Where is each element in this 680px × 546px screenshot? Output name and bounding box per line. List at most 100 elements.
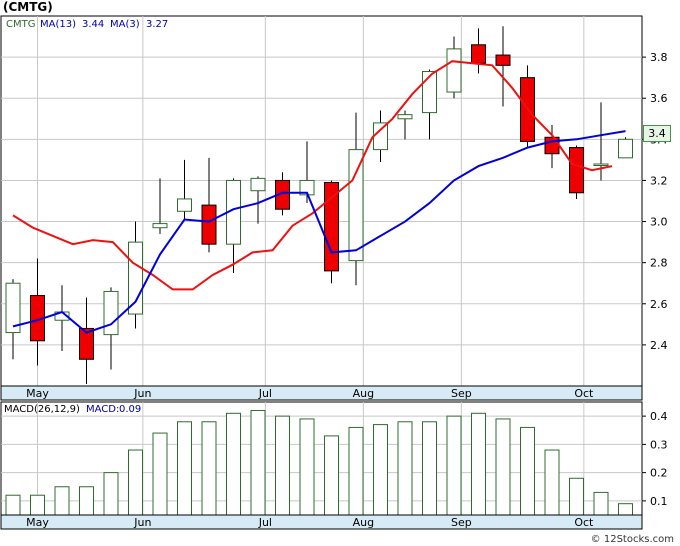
macd-bar <box>226 412 241 516</box>
price-x-label: Aug <box>353 387 374 400</box>
legend-ticker: CMTG <box>6 19 35 30</box>
ma13-line <box>12 130 626 334</box>
candle-body-up <box>5 282 21 334</box>
candle <box>226 178 241 273</box>
macd-x-label: Jul <box>258 516 272 529</box>
macd-bar <box>54 486 70 516</box>
candle <box>79 297 94 384</box>
macd-x-label: Jun <box>133 516 151 529</box>
candle-body-down <box>201 204 217 245</box>
price-tick-label: 3.2 <box>650 174 668 187</box>
candle <box>177 159 192 220</box>
candle-body-up <box>446 48 462 93</box>
candle <box>5 279 21 360</box>
candle-body-up <box>397 114 413 120</box>
candle <box>201 157 217 253</box>
chart-title: (CMTG) <box>3 0 53 14</box>
macd-x-label: Aug <box>353 516 374 529</box>
macd-bar <box>324 435 339 516</box>
candle <box>324 180 339 284</box>
candle <box>520 65 535 148</box>
credit-text: © 12Stocks.com <box>590 534 674 545</box>
last-price-badge: 3.4 <box>643 125 671 142</box>
candle <box>569 145 584 199</box>
candle-body-down <box>79 327 94 360</box>
legend-ma13-label: MA(13) <box>40 19 76 30</box>
price-x-label: Oct <box>574 387 594 400</box>
macd-bar <box>373 424 388 516</box>
macd-x-axis-band <box>0 514 643 530</box>
macd-legend-label: MACD(26,12,9) <box>4 404 80 415</box>
candle <box>397 110 413 140</box>
macd-bar <box>446 415 462 516</box>
macd-bar <box>79 486 94 516</box>
macd-x-label: Sep <box>451 516 472 529</box>
candle <box>250 176 266 224</box>
candle-body-up <box>103 290 119 336</box>
macd-tick-label: 0.4 <box>650 410 668 423</box>
price-tick-label: 3.0 <box>650 216 668 229</box>
macd-bar <box>103 472 119 516</box>
macd-panel-frame <box>0 401 643 516</box>
price-x-label: Jun <box>133 387 151 400</box>
macd-bar <box>520 426 535 516</box>
macd-bar <box>569 477 584 516</box>
candle-body-up <box>152 223 168 229</box>
price-tick-label: 2.4 <box>650 339 668 352</box>
ma3-line <box>12 60 613 291</box>
candle <box>152 178 168 234</box>
macd-bar <box>128 449 143 516</box>
candle-body-down <box>569 147 584 194</box>
macd-tick-label: 0.3 <box>650 438 668 451</box>
macd-bar <box>201 421 217 516</box>
candle <box>103 287 119 370</box>
candle-body-up <box>128 241 143 315</box>
macd-bar <box>348 426 364 516</box>
candle <box>422 69 437 140</box>
price-tick-label: 2.6 <box>650 298 668 311</box>
macd-bar <box>422 421 437 516</box>
candle-body-up <box>593 163 609 166</box>
price-x-label: Sep <box>451 387 472 400</box>
candle-body-up <box>348 149 364 262</box>
macd-legend-name: MACD: <box>86 404 119 415</box>
candle <box>348 112 364 286</box>
macd-x-label: Oct <box>574 516 594 529</box>
price-panel-frame <box>0 15 643 387</box>
price-tick-label: 3.8 <box>650 51 668 64</box>
price-tick-label: 3.6 <box>650 92 668 105</box>
candle-body-down <box>324 182 339 272</box>
macd-legend-value: 0.09 <box>119 404 141 415</box>
price-x-axis-band <box>0 385 643 401</box>
macd-bar <box>544 449 560 516</box>
candle-body-up <box>250 177 266 192</box>
macd-bar <box>152 432 168 516</box>
candle <box>495 26 511 107</box>
macd-bar <box>177 421 192 516</box>
macd-bar <box>30 494 45 516</box>
macd-tick-label: 0.2 <box>650 467 668 480</box>
macd-bar <box>275 415 290 516</box>
candle <box>373 110 388 162</box>
price-x-label: Jul <box>258 387 272 400</box>
legend-ma13-value: 3.44 <box>82 19 104 30</box>
candle <box>446 36 462 99</box>
candle-body-down <box>471 44 486 64</box>
legend-ma3-label: MA(3) <box>110 19 140 30</box>
macd-bar <box>299 418 315 516</box>
candle-body-up <box>373 122 388 151</box>
candle-body-up <box>422 71 437 114</box>
macd-bar <box>397 421 413 516</box>
candle-body-down <box>544 136 560 155</box>
price-x-label: May <box>26 387 49 400</box>
candle-body-up <box>177 198 192 212</box>
candle-body-down <box>495 54 511 66</box>
macd-bar <box>250 409 266 516</box>
price-tick-label: 2.8 <box>650 257 668 270</box>
legend-ma3-value: 3.27 <box>146 19 168 30</box>
macd-bar <box>471 412 486 516</box>
macd-bar <box>618 503 633 516</box>
macd-bar <box>495 418 511 516</box>
macd-bar <box>593 491 609 516</box>
